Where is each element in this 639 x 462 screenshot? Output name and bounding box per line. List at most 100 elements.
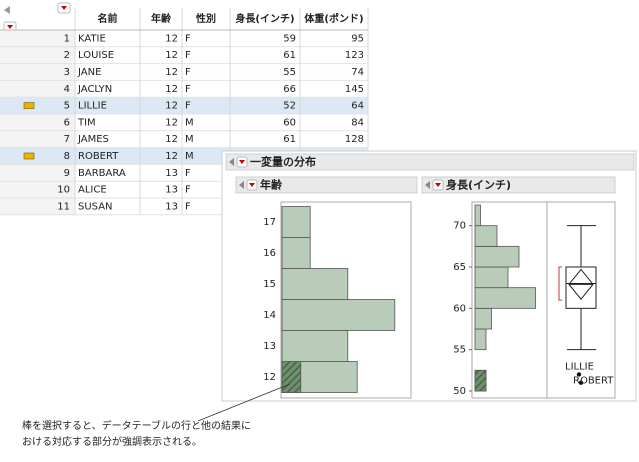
menu-arrow: [7, 25, 13, 29]
y-tick-label: 13: [263, 341, 276, 352]
y-tick-label: 15: [263, 279, 276, 290]
height-title: 身長(インチ): [446, 178, 511, 192]
selected-bar: [474, 369, 487, 392]
cell: LILLIE: [78, 101, 107, 112]
bar[interactable]: [474, 266, 509, 289]
column-header: 年齢: [151, 12, 172, 25]
cell: 12: [165, 134, 178, 145]
row-number: 2: [64, 50, 70, 61]
disclosure-icon: [229, 158, 234, 166]
annotation: おける対応する部分が強調表示される。: [22, 435, 202, 448]
height-title-bar: [421, 176, 616, 194]
y-tick-label: 55: [453, 345, 466, 356]
cell: ROBERT: [78, 151, 119, 162]
cell: JAMES: [77, 134, 109, 145]
cell: F: [185, 84, 191, 95]
row-number: 3: [64, 67, 70, 78]
cell: 61: [283, 50, 296, 61]
panel-title-bar: [225, 153, 635, 171]
cell: 55: [283, 67, 296, 78]
cell: F: [185, 101, 191, 112]
age-title-bar: [235, 176, 418, 194]
cell: 13: [165, 185, 178, 196]
menu-arrow: [239, 160, 245, 164]
cell: KATIE: [78, 33, 106, 44]
cell: 84: [351, 117, 364, 128]
cell: F: [185, 67, 191, 78]
bar[interactable]: [281, 237, 311, 269]
row-number: 9: [64, 168, 70, 179]
cell: 64: [351, 101, 364, 112]
row-number: 7: [64, 134, 70, 145]
bar[interactable]: [474, 204, 481, 227]
cell: 12: [165, 67, 178, 78]
cell: 123: [345, 50, 364, 61]
cell: 60: [283, 117, 296, 128]
cell: F: [185, 168, 191, 179]
bar[interactable]: [281, 268, 349, 300]
bar[interactable]: [474, 225, 498, 247]
cell: M: [185, 117, 194, 128]
cell: 95: [351, 33, 364, 44]
row-number-column: [0, 30, 75, 215]
y-tick-label: 16: [263, 248, 276, 259]
collapse-icon[interactable]: [4, 6, 10, 14]
shortest-half: [558, 266, 562, 301]
row-number: 11: [57, 201, 70, 212]
bar[interactable]: [474, 245, 520, 268]
y-tick-label: 50: [453, 386, 466, 397]
menu-arrow: [435, 183, 441, 187]
y-tick-label: 60: [453, 303, 466, 314]
panel-title: 一変量の分布: [250, 155, 316, 169]
cell: 66: [283, 84, 296, 95]
column-header: 性別: [195, 12, 216, 25]
cell: JACLYN: [77, 84, 112, 95]
box: [565, 266, 597, 309]
row-highlight: [0, 97, 368, 114]
y-tick-label: 12: [263, 372, 276, 383]
y-tick-label: 17: [263, 217, 276, 228]
bar[interactable]: [281, 299, 396, 331]
row-number: 8: [64, 151, 70, 162]
cell: 12: [165, 84, 178, 95]
column-header: 名前: [98, 12, 118, 25]
cell: F: [185, 50, 191, 61]
cell: F: [185, 185, 191, 196]
row-marker: [23, 152, 35, 160]
cell: TIM: [77, 117, 96, 128]
cell: 74: [351, 67, 364, 78]
cell: 13: [165, 168, 178, 179]
outlier-label: LILLIE: [565, 361, 594, 372]
cell: 12: [165, 33, 178, 44]
bar[interactable]: [474, 287, 536, 309]
y-tick-label: 14: [263, 310, 276, 321]
menu-arrow: [61, 6, 67, 10]
cell: 52: [283, 101, 296, 112]
menu-arrow: [249, 183, 255, 187]
cell: F: [185, 33, 191, 44]
cell: BARBARA: [78, 168, 126, 179]
bar[interactable]: [281, 330, 349, 362]
cell: M: [185, 134, 194, 145]
row-marker: [23, 102, 35, 109]
column-header: 体重(ポンド): [304, 12, 363, 25]
bar[interactable]: [281, 206, 311, 238]
cell: M: [185, 151, 194, 162]
disclosure-icon: [239, 181, 244, 189]
row-number: 6: [64, 117, 70, 128]
row-number: 1: [64, 33, 70, 44]
cell: 12: [165, 117, 178, 128]
cell: SUSAN: [78, 201, 113, 212]
bar[interactable]: [474, 307, 492, 330]
row-number: 4: [64, 84, 70, 95]
row-number: 5: [64, 101, 70, 112]
cell: 13: [165, 201, 178, 212]
selected-bar: [281, 361, 302, 393]
bar[interactable]: [474, 328, 487, 351]
callout-line: [197, 383, 291, 422]
outlier[interactable]: [578, 380, 584, 385]
cell: 12: [165, 101, 178, 112]
outlier[interactable]: [576, 372, 582, 377]
row-number: 10: [57, 185, 70, 196]
